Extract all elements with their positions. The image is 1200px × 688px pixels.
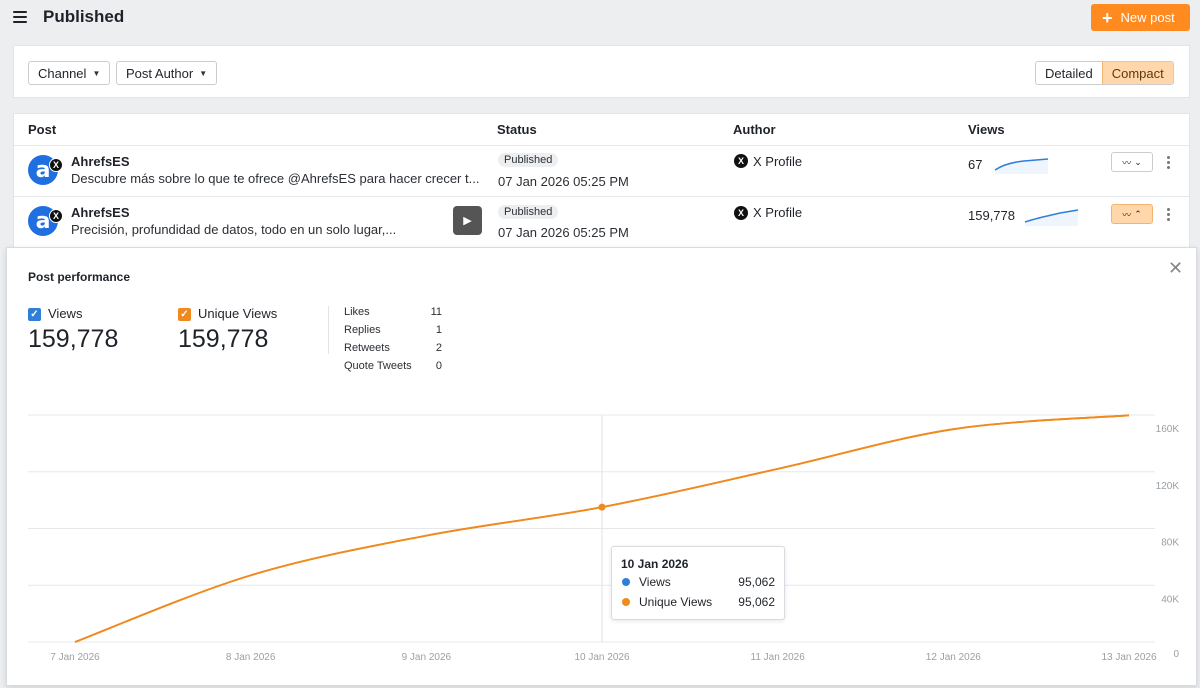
line-chart-icon: 〰 bbox=[1122, 209, 1132, 220]
stat-name: Replies bbox=[344, 324, 381, 336]
hamburger-menu-icon[interactable] bbox=[13, 11, 27, 23]
panel-title: Post performance bbox=[28, 270, 131, 284]
x-logo-icon: X bbox=[49, 158, 63, 172]
x-tick-label: 12 Jan 2026 bbox=[926, 652, 981, 663]
chevron-down-icon: ⌄ bbox=[1134, 156, 1142, 167]
page-title: Published bbox=[43, 7, 125, 26]
filter-bar: Channel ▼ Post Author ▼ Detailed Compact bbox=[13, 45, 1190, 98]
x-tick-label: 10 Jan 2026 bbox=[574, 652, 629, 663]
post-text[interactable]: Precisión, profundidad de datos, todo en… bbox=[71, 222, 397, 237]
tooltip-label: Views bbox=[639, 575, 671, 589]
stat-value: 1 bbox=[435, 324, 442, 336]
x-logo-icon: X bbox=[734, 154, 748, 168]
compact-view-button[interactable]: Compact bbox=[1101, 62, 1173, 84]
author-name: X Profile bbox=[753, 154, 803, 169]
views-metric-label: Views bbox=[48, 306, 83, 321]
author-name: X Profile bbox=[753, 205, 803, 220]
stat-name: Quote Tweets bbox=[344, 360, 412, 372]
account-name: AhrefsES bbox=[71, 154, 130, 169]
stat-name: Retweets bbox=[344, 342, 390, 354]
column-header-author[interactable]: Author bbox=[733, 122, 776, 137]
close-icon[interactable]: ✕ bbox=[1168, 258, 1184, 278]
highlight-point bbox=[598, 503, 606, 511]
status-badge: Published bbox=[498, 153, 559, 167]
chevron-down-icon: ▼ bbox=[92, 68, 101, 78]
x-logo-icon: X bbox=[734, 206, 748, 220]
post-performance-panel: Post performance ✕ ✓ Views 159,778 ✓ Uni… bbox=[6, 247, 1197, 686]
play-video-icon[interactable]: ▶ bbox=[453, 206, 482, 235]
post-author-dropdown-label: Post Author bbox=[126, 65, 194, 81]
stat-value: 0 bbox=[435, 360, 442, 372]
view-toggle: Detailed Compact bbox=[1035, 61, 1174, 85]
y-tick-label: 80K bbox=[1161, 538, 1179, 549]
views-legend-dot bbox=[622, 578, 630, 586]
new-post-label: New post bbox=[1120, 10, 1175, 25]
new-post-button[interactable]: + New post bbox=[1091, 4, 1190, 31]
detailed-view-button[interactable]: Detailed bbox=[1045, 65, 1093, 81]
plus-icon: + bbox=[1102, 7, 1113, 28]
x-tick-label: 11 Jan 2026 bbox=[751, 652, 806, 663]
account-name: AhrefsES bbox=[71, 205, 130, 220]
more-options-icon[interactable] bbox=[1165, 156, 1171, 171]
stat-name: Likes bbox=[344, 306, 370, 318]
chevron-up-icon: ⌃ bbox=[1134, 208, 1142, 219]
views-checkbox[interactable]: ✓ bbox=[28, 308, 41, 321]
divider bbox=[328, 306, 329, 354]
column-header-post[interactable]: Post bbox=[28, 122, 57, 137]
chevron-down-icon: ▼ bbox=[199, 68, 208, 78]
views-count: 159,778 bbox=[968, 208, 1015, 223]
x-logo-icon: X bbox=[49, 209, 63, 223]
unique-views-checkbox[interactable]: ✓ bbox=[178, 308, 191, 321]
x-tick-label: 13 Jan 2026 bbox=[1101, 652, 1156, 663]
chart-toggle-button[interactable]: 〰 ⌃ bbox=[1111, 204, 1153, 224]
divider bbox=[14, 145, 1191, 146]
unique-views-legend-dot bbox=[622, 598, 630, 606]
views-sparkline bbox=[1024, 209, 1079, 226]
views-count: 67 bbox=[968, 157, 983, 172]
views-metric-value: 159,778 bbox=[28, 325, 119, 353]
x-tick-label: 9 Jan 2026 bbox=[402, 652, 452, 663]
post-text[interactable]: Descubre más sobre lo que te ofrece @Ahr… bbox=[71, 171, 480, 186]
tooltip-label: Unique Views bbox=[639, 595, 713, 609]
line-chart-icon: 〰 bbox=[1122, 157, 1132, 168]
views-sparkline bbox=[994, 158, 1049, 174]
tooltip-value: 95,062 bbox=[738, 595, 775, 609]
more-options-icon[interactable] bbox=[1165, 208, 1171, 223]
y-tick-label: 0 bbox=[1173, 649, 1179, 660]
unique-views-metric-label: Unique Views bbox=[198, 306, 278, 321]
publish-date: 07 Jan 2026 05:25 PM bbox=[498, 225, 629, 240]
chart-toggle-button[interactable]: 〰 ⌄ bbox=[1111, 152, 1153, 172]
tooltip-value: 95,062 bbox=[738, 575, 775, 589]
channel-dropdown-label: Channel bbox=[38, 65, 87, 81]
chart-tooltip: 10 Jan 2026 Views 95,062 Unique Views 95… bbox=[611, 546, 785, 620]
publish-date: 07 Jan 2026 05:25 PM bbox=[498, 174, 629, 189]
post-author-dropdown[interactable]: Post Author ▼ bbox=[116, 61, 218, 85]
posts-table: Post Status Author Views a X AhrefsES De… bbox=[13, 113, 1191, 253]
column-header-status[interactable]: Status bbox=[497, 122, 537, 137]
unique-views-metric-value: 159,778 bbox=[178, 325, 269, 353]
status-badge: Published bbox=[498, 205, 559, 219]
channel-dropdown[interactable]: Channel ▼ bbox=[28, 61, 111, 85]
top-bar: Published + New post bbox=[0, 0, 1200, 38]
y-tick-label: 120K bbox=[1156, 481, 1180, 492]
divider bbox=[14, 196, 1191, 197]
tooltip-date: 10 Jan 2026 bbox=[621, 557, 689, 571]
column-header-views[interactable]: Views bbox=[968, 122, 1005, 137]
stat-value: 11 bbox=[430, 306, 442, 318]
x-tick-label: 8 Jan 2026 bbox=[226, 652, 276, 663]
y-tick-label: 160K bbox=[1156, 424, 1180, 435]
x-tick-label: 7 Jan 2026 bbox=[50, 652, 100, 663]
stat-value: 2 bbox=[435, 342, 442, 354]
y-tick-label: 40K bbox=[1161, 594, 1179, 605]
performance-line-chart[interactable]: 0 40K 80K 120K 160K 7 Jan 2026 8 Jan 2026 9 Jan… bbox=[7, 248, 1198, 687]
